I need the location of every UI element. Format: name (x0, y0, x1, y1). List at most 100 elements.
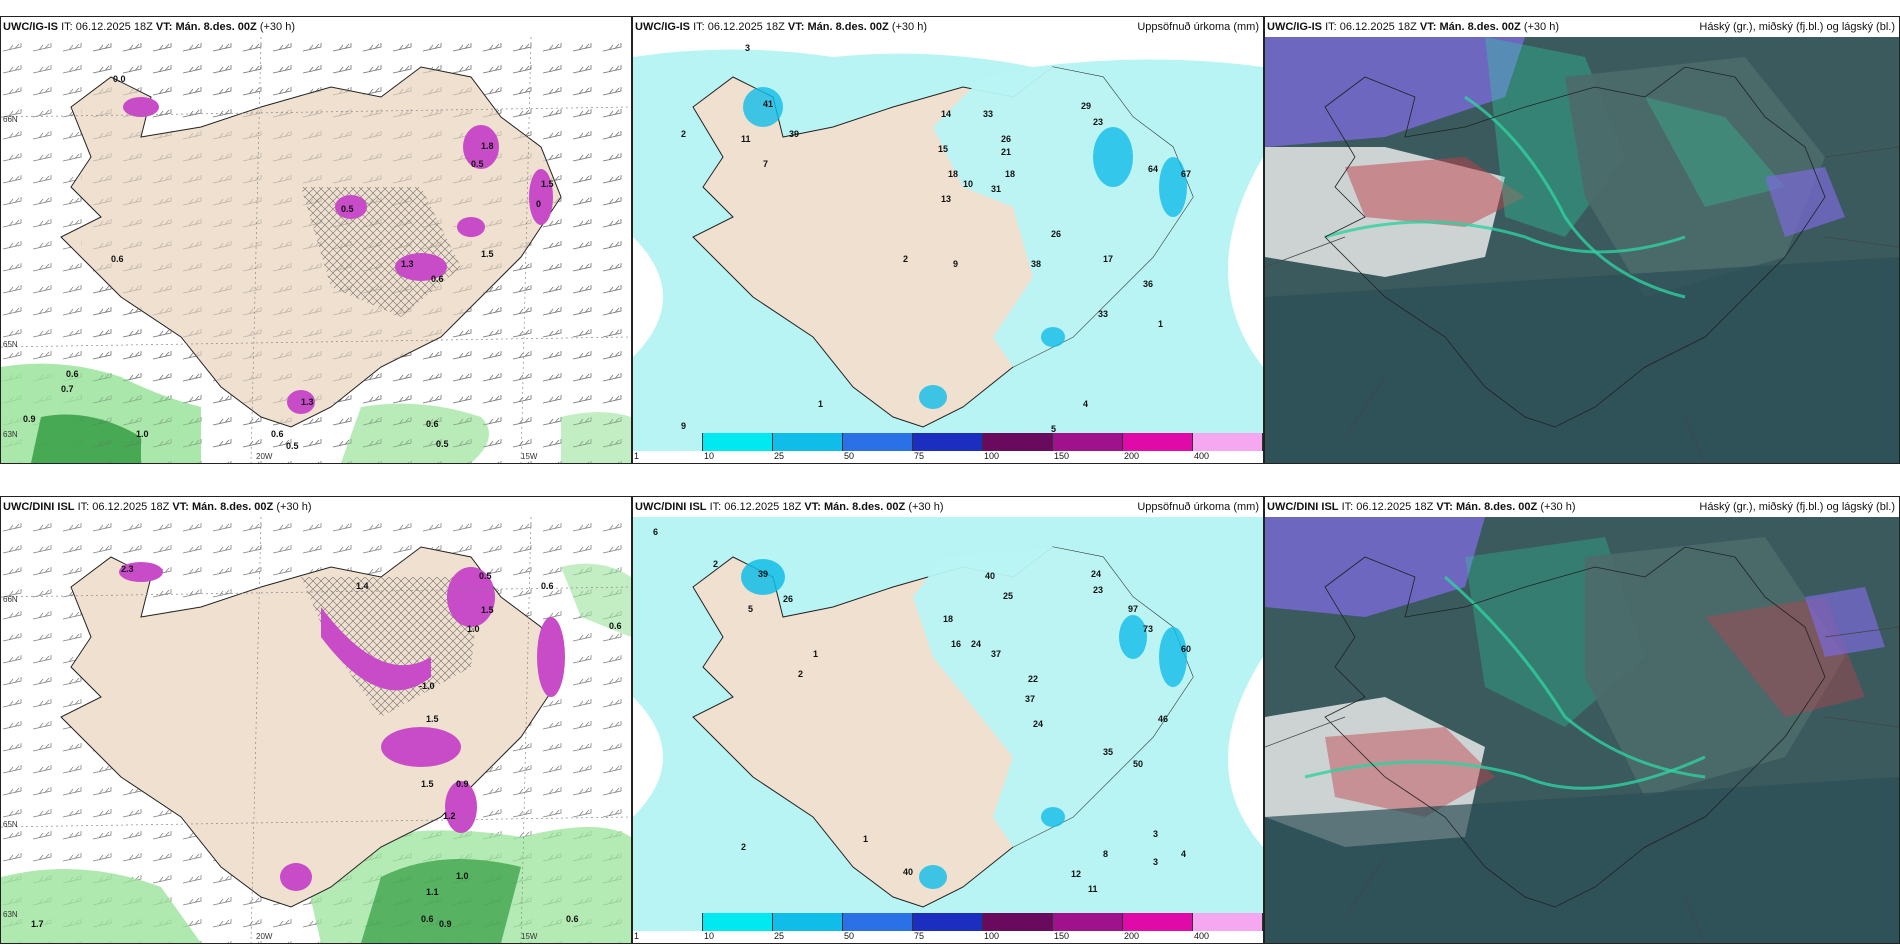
colorbar-segment (1123, 433, 1193, 451)
lat-label: 63N (3, 910, 18, 919)
lat-label: 66N (3, 115, 18, 124)
precip-value: 18 (943, 614, 953, 624)
wind-value: 1.5 (481, 605, 494, 615)
lon-label: 15W (521, 452, 538, 461)
colorbar-tick-label: 1 (634, 451, 640, 461)
wind-value: 0.5 (479, 571, 492, 581)
precip-value: 36 (1143, 279, 1153, 289)
init-time: 06.12.2025 18Z (724, 501, 802, 513)
precip-value: 11 (1088, 884, 1098, 894)
wind-value: 1.3 (301, 397, 314, 407)
precip-value: 13 (941, 194, 951, 204)
colorbar-tick-label: 75 (913, 931, 924, 941)
model-name: UWC/IG-IS (3, 21, 58, 33)
colorbar (633, 913, 1263, 931)
precip-value: 46 (1158, 714, 1168, 724)
panel-header: UWC/IG-IS IT: 06.12.2025 18Z VT: Mán. 8.… (3, 21, 627, 37)
colorbar-tick-label: 200 (1124, 451, 1140, 461)
panel-header: UWC/IG-IS IT: 06.12.2025 18Z VT: Mán. 8.… (635, 21, 1259, 37)
lat-label: 65N (3, 340, 18, 349)
wind-map[interactable]: 0.0 1.8 1.5 0.5 0.5 1.3 0.6 1.5 0 0.6 1.… (1, 37, 631, 463)
it-label: IT: (693, 21, 705, 33)
colorbar-tick-label: 25 (773, 931, 784, 941)
precip-value: 1 (813, 649, 818, 659)
wind-value: 1.5 (541, 179, 554, 189)
cloud-map[interactable] (1265, 517, 1899, 943)
precip-value: 40 (903, 867, 913, 877)
precip-map[interactable]: 3 2 41 39 11 7 15 18 13 10 31 33 26 21 1… (633, 37, 1263, 437)
precip-value: 14 (941, 109, 951, 119)
colorbar-tick-label: 25 (773, 451, 784, 461)
colorbar-tick-label: 100 (984, 931, 1000, 941)
precip-map-svg: 6 2 39 26 5 1 2 18 24 37 40 25 16 24 23 … (633, 517, 1263, 917)
valid-time: Mán. 8.des. 00Z (823, 501, 906, 513)
precip-value: 31 (991, 184, 1001, 194)
it-label: IT: (709, 501, 722, 513)
wind-value: 0.6 (609, 621, 622, 631)
colorbar-tick-label: 150 (1053, 931, 1070, 941)
colorbar-segment (772, 913, 843, 931)
precip-value: 97 (1128, 604, 1138, 614)
field-title: Háský (gr.), miðský (fj.bl.) og lágský (… (1699, 501, 1895, 513)
wind-value: 0.6 (421, 914, 434, 924)
precip-value: 29 (1081, 101, 1091, 111)
precip-value: 1 (818, 399, 823, 409)
precip-value: 5 (748, 604, 753, 614)
colorbar-segment (633, 433, 703, 451)
colorbar (633, 433, 1263, 451)
panel-header: UWC/DINI ISL IT: 06.12.2025 18Z VT: Mán.… (3, 501, 627, 517)
panel-cloud-bottom: UWC/DINI ISL IT: 06.12.2025 18Z VT: Mán.… (1264, 496, 1900, 944)
precip-value: 6 (653, 527, 658, 537)
model-name: UWC/DINI ISL (3, 501, 75, 513)
precip-map-svg: 3 2 41 39 11 7 15 18 13 10 31 33 26 21 1… (633, 37, 1263, 437)
vt-label: VT: (804, 501, 821, 513)
precip-value: 21 (1001, 147, 1011, 157)
colorbar-segment (1053, 913, 1123, 931)
precip-value: 12 (1071, 869, 1081, 879)
precip-value: 17 (1103, 254, 1113, 264)
precip-value: 33 (1098, 309, 1108, 319)
wind-value: 1.4 (356, 581, 369, 591)
colorbar-tick-label: 200 (1124, 931, 1140, 941)
it-label: IT: (77, 501, 90, 513)
precip-value: 15 (938, 144, 948, 154)
precip-value: 3 (745, 43, 750, 53)
vt-label: VT: (1419, 21, 1437, 33)
precip-value: 4 (1083, 399, 1088, 409)
precip-value: 26 (783, 594, 793, 604)
wind-value: 1.5 (481, 249, 494, 259)
precip-value: 38 (1031, 259, 1041, 269)
wind-map-svg: 2.3 0.6 0.5 1.4 0.6 1.0 1.5 -1.0 1.5 1.5… (1, 517, 631, 943)
colorbar-segment (1123, 913, 1193, 931)
wind-value: 0.9 (439, 919, 452, 929)
cloud-map[interactable] (1265, 37, 1899, 463)
precip-value: 37 (991, 649, 1001, 659)
wind-value: 1.0 (456, 871, 469, 881)
lat-label: 63N (3, 430, 18, 439)
precip-value: 24 (971, 639, 981, 649)
wind-value: 1.1 (426, 887, 439, 897)
wind-map[interactable]: 2.3 0.6 0.5 1.4 0.6 1.0 1.5 -1.0 1.5 1.5… (1, 517, 631, 943)
valid-time: Mán. 8.des. 00Z (1455, 501, 1538, 513)
precip-value: 41 (763, 99, 773, 109)
precip-value: 2 (798, 669, 803, 679)
lead-time: (+30 h) (276, 501, 312, 513)
precip-value: 2 (903, 254, 908, 264)
precip-map[interactable]: 6 2 39 26 5 1 2 18 24 37 40 25 16 24 23 … (633, 517, 1263, 917)
vt-label: VT: (172, 501, 189, 513)
precip-value: 3 (1153, 857, 1158, 867)
precip-value: 10 (963, 179, 973, 189)
lead-time: (+30 h) (1540, 501, 1576, 513)
colorbar-segment (1192, 913, 1263, 931)
valid-time: Mán. 8.des. 00Z (807, 21, 889, 33)
model-name: UWC/DINI ISL (635, 501, 707, 513)
colorbar-tick-label: 50 (843, 931, 854, 941)
colorbar-ticks: 1 10 25 50 75 100 150 200 400 (633, 931, 1263, 943)
precip-value: 73 (1143, 624, 1153, 634)
init-time: 06.12.2025 18Z (75, 21, 153, 33)
precip-value: 26 (1051, 229, 1061, 239)
precip-value: 2 (681, 129, 686, 139)
colorbar-tick-label: 400 (1193, 931, 1210, 941)
field-title: Uppsöfnuð úrkoma (mm) (1137, 21, 1259, 33)
field-title: Uppsöfnuð úrkoma (mm) (1137, 501, 1259, 513)
